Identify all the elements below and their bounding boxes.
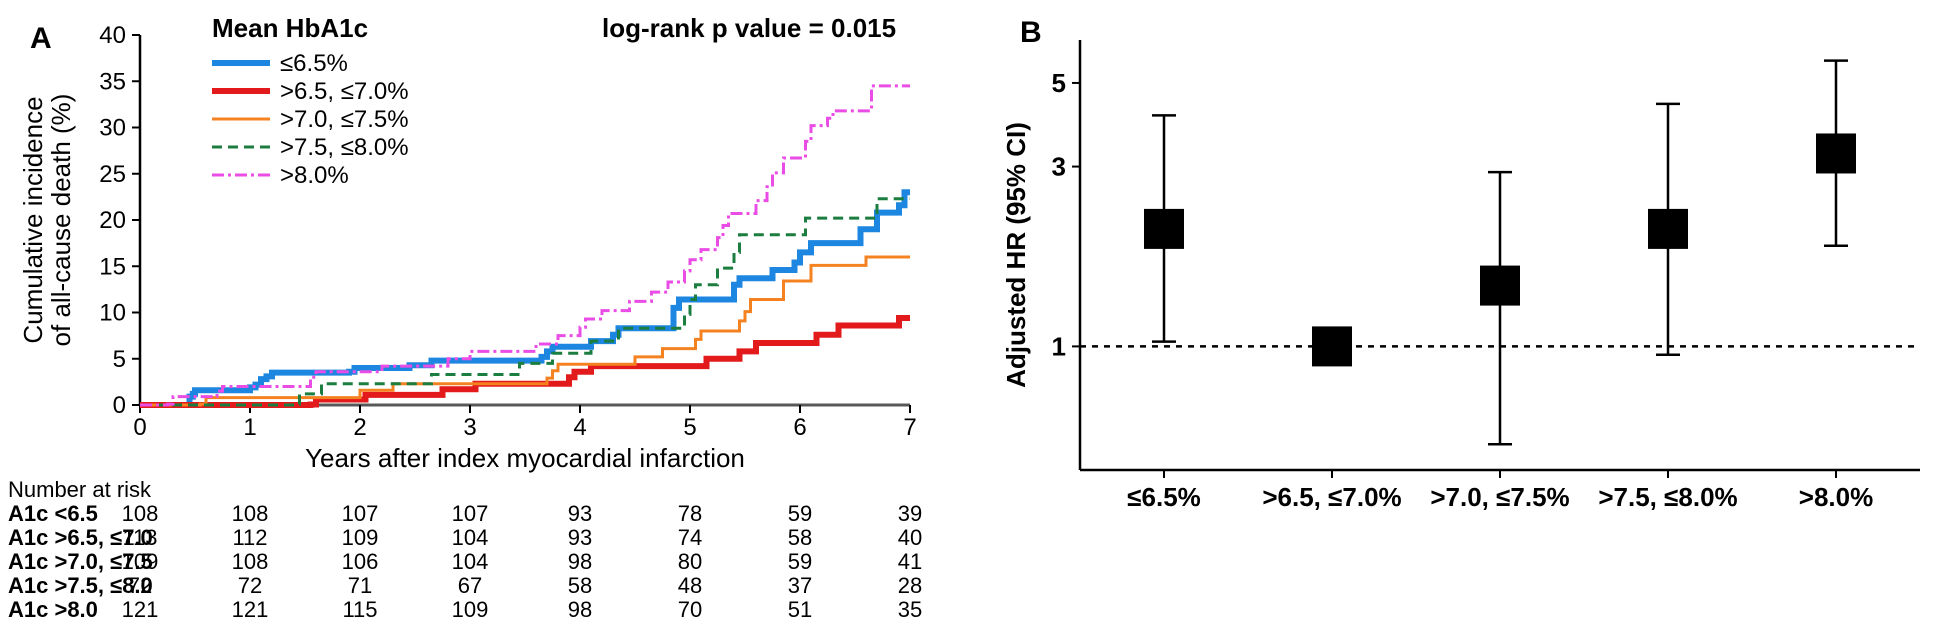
panel-a-xtick-label: 1 — [243, 414, 256, 441]
risk-cell: 107 — [342, 501, 379, 526]
risk-cell: 28 — [898, 573, 922, 598]
panel-b-xtick-label: >6.5, ≤7.0% — [1262, 482, 1401, 512]
panel-b-ytick-label: 3 — [1052, 152, 1066, 182]
risk-cell: 98 — [568, 549, 592, 574]
risk-cell: 121 — [122, 597, 159, 619]
risk-cell: 104 — [452, 549, 489, 574]
panel-a-ytick-label: 30 — [99, 115, 126, 142]
risk-cell: 109 — [452, 597, 489, 619]
panel-b-label: B — [1020, 16, 1042, 49]
risk-cell: 93 — [568, 501, 592, 526]
panel-a-ylabel: Cumulative incidence — [18, 96, 48, 343]
risk-cell: 51 — [788, 597, 812, 619]
panel-a-ytick-label: 0 — [113, 392, 126, 419]
risk-cell: 41 — [898, 549, 922, 574]
risk-cell: 59 — [788, 501, 812, 526]
panel-a-annotation: log-rank p value = 0.015 — [602, 13, 896, 43]
risk-cell: 112 — [232, 525, 267, 550]
risk-row-label: A1c <6.5 — [8, 501, 98, 526]
panel-a-xtick-label: 7 — [903, 414, 916, 441]
risk-cell: 115 — [342, 597, 377, 619]
panel-a-ytick-label: 40 — [99, 22, 126, 49]
risk-table-title: Number at risk — [8, 477, 152, 502]
panel-a-ytick-label: 5 — [113, 346, 126, 373]
km-series — [140, 192, 910, 405]
figure-wrapper: A051015202530354001234567Cumulative inci… — [0, 0, 1960, 619]
panel-b-ylabel: Adjusted HR (95% CI) — [1001, 122, 1031, 388]
risk-cell: 67 — [458, 573, 482, 598]
panel-a-xtick-label: 5 — [683, 414, 696, 441]
risk-cell: 35 — [898, 597, 922, 619]
panel-a-ylabel: of all-cause death (%) — [46, 94, 76, 347]
risk-cell: 93 — [568, 525, 592, 550]
risk-cell: 108 — [122, 501, 159, 526]
risk-cell: 104 — [452, 525, 489, 550]
legend-label: ≤6.5% — [280, 50, 348, 77]
risk-cell: 48 — [678, 573, 702, 598]
risk-cell: 109 — [122, 549, 159, 574]
panel-a-xlabel: Years after index myocardial infarction — [305, 443, 745, 473]
risk-cell: 109 — [342, 525, 379, 550]
panel-b-xtick-label: >7.0, ≤7.5% — [1430, 482, 1569, 512]
panel-b-ytick-label: 1 — [1052, 331, 1066, 361]
forest-marker — [1480, 266, 1520, 306]
forest-marker — [1312, 326, 1352, 366]
panel-a-label: A — [30, 22, 52, 55]
risk-cell: 78 — [678, 501, 702, 526]
risk-cell: 72 — [128, 573, 152, 598]
risk-cell: 37 — [788, 573, 812, 598]
risk-cell: 108 — [232, 501, 269, 526]
panel-a-xtick-label: 3 — [463, 414, 476, 441]
risk-cell: 58 — [788, 525, 812, 550]
km-series — [140, 199, 910, 405]
panel-a-xtick-label: 4 — [573, 414, 586, 441]
risk-cell: 40 — [898, 525, 922, 550]
risk-cell: 58 — [568, 573, 592, 598]
risk-cell: 107 — [452, 501, 489, 526]
km-series — [140, 86, 910, 405]
risk-cell: 113 — [122, 525, 157, 550]
risk-cell: 74 — [678, 525, 702, 550]
forest-marker — [1648, 209, 1688, 249]
panel-a-xtick-label: 6 — [793, 414, 806, 441]
risk-cell: 72 — [238, 573, 262, 598]
panel-b-xtick-label: ≤6.5% — [1127, 482, 1201, 512]
risk-cell: 71 — [348, 573, 372, 598]
risk-cell: 70 — [678, 597, 702, 619]
risk-cell: 59 — [788, 549, 812, 574]
panel-a-ytick-label: 10 — [99, 300, 126, 327]
risk-cell: 80 — [678, 549, 702, 574]
risk-cell: 39 — [898, 501, 922, 526]
panel-a-xtick-label: 0 — [133, 414, 146, 441]
legend-label: >8.0% — [280, 162, 349, 189]
panel-a-xtick-label: 2 — [353, 414, 366, 441]
panel-a-svg: A051015202530354001234567Cumulative inci… — [0, 0, 980, 619]
forest-marker — [1144, 209, 1184, 249]
panel-a-ytick-label: 20 — [99, 207, 126, 234]
panel-b-xtick-label: >7.5, ≤8.0% — [1598, 482, 1737, 512]
panel-b-ytick-label: 5 — [1052, 68, 1066, 98]
panel-a-ytick-label: 35 — [99, 68, 126, 95]
panel-a-ytick-label: 25 — [99, 161, 126, 188]
legend-label: >7.5, ≤8.0% — [280, 134, 409, 161]
risk-cell: 98 — [568, 597, 592, 619]
risk-cell: 108 — [232, 549, 269, 574]
panel-b-xtick-label: >8.0% — [1799, 482, 1873, 512]
forest-marker — [1816, 133, 1856, 173]
legend-label: >6.5, ≤7.0% — [280, 78, 409, 105]
panel-a-ytick-label: 15 — [99, 253, 126, 280]
panel-b-svg: B 1 3 5 Adjusted HR (95% CI) ≤6.5% >6.5, ≤7.0%… — [980, 0, 1960, 619]
legend-label: >7.0, ≤7.5% — [280, 106, 409, 133]
panel-a-legend-title: Mean HbA1c — [212, 13, 368, 43]
risk-row-label: A1c >8.0 — [8, 597, 98, 619]
risk-cell: 106 — [342, 549, 379, 574]
risk-cell: 121 — [232, 597, 269, 619]
